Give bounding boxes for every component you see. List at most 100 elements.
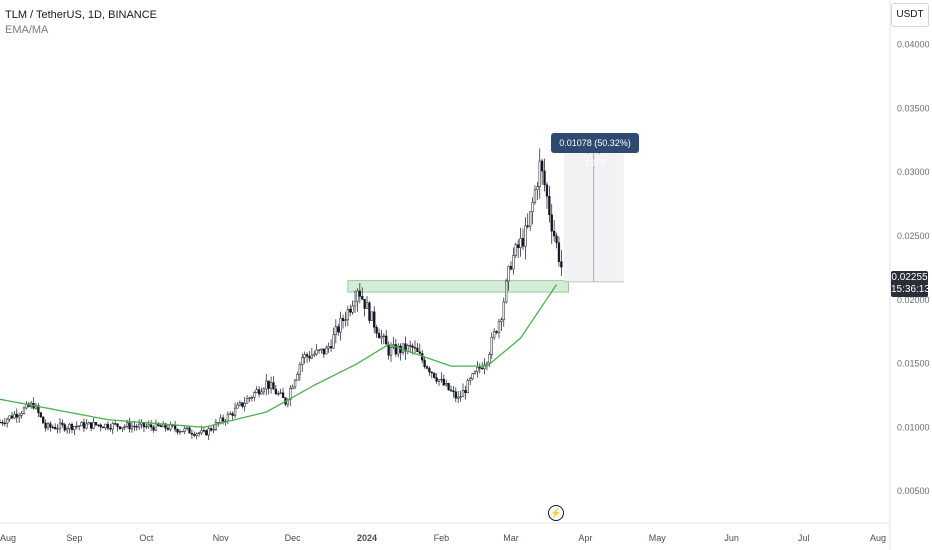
candle-body bbox=[296, 373, 299, 381]
candle-body bbox=[370, 311, 373, 321]
candle-body bbox=[231, 413, 234, 416]
candle-body bbox=[173, 425, 177, 430]
candle-body bbox=[272, 382, 275, 390]
candle-body bbox=[409, 345, 412, 347]
candle-body bbox=[346, 309, 349, 321]
candle-body bbox=[533, 189, 537, 203]
measure-box[interactable] bbox=[563, 143, 624, 283]
candle-body bbox=[260, 391, 263, 395]
candle-body bbox=[454, 391, 457, 399]
time-axis[interactable]: Aug Sep Oct Nov Dec 2024 Feb Mar Apr May Jun Jul Aug bbox=[0, 533, 886, 543]
candle-body bbox=[325, 347, 328, 355]
candle-body bbox=[149, 424, 153, 428]
candle-body bbox=[118, 426, 122, 430]
candle-body bbox=[327, 346, 330, 349]
candle-body bbox=[493, 331, 496, 338]
time-tick-label: Dec bbox=[285, 533, 302, 543]
candle-body bbox=[339, 318, 342, 333]
candle-body bbox=[257, 389, 261, 395]
candle-body bbox=[85, 423, 88, 429]
last-price-label: 0.02255 15:36:13 bbox=[891, 271, 930, 297]
candle-body bbox=[229, 413, 232, 415]
lightning-bolt-icon[interactable]: ⚡ bbox=[548, 505, 564, 521]
candle-body bbox=[262, 388, 266, 393]
candle-body bbox=[44, 422, 47, 429]
candle-body bbox=[428, 368, 431, 373]
candle-body bbox=[106, 423, 110, 429]
time-tick-label: Oct bbox=[139, 533, 154, 543]
candle-body bbox=[377, 332, 381, 339]
candle-body bbox=[464, 389, 467, 394]
candle-body bbox=[128, 422, 131, 430]
symbol-title[interactable]: TLM / TetherUS, 1D, BINANCE bbox=[5, 9, 158, 21]
candle-body bbox=[425, 366, 429, 369]
time-tick-label: Aug bbox=[0, 533, 16, 543]
candle-body bbox=[255, 389, 258, 393]
time-tick-label: Apr bbox=[578, 533, 592, 543]
candle-body bbox=[205, 430, 208, 436]
candle-body bbox=[133, 425, 136, 428]
candle-body bbox=[320, 348, 323, 351]
candle-body bbox=[185, 427, 189, 429]
candle-body bbox=[209, 428, 213, 431]
candle-body bbox=[13, 413, 16, 419]
candle-body bbox=[315, 349, 318, 355]
candle-body bbox=[248, 397, 251, 399]
candle-body bbox=[380, 336, 383, 339]
candle-body bbox=[51, 426, 54, 429]
candle-body bbox=[147, 424, 150, 427]
candle-body bbox=[142, 422, 146, 428]
candle-body bbox=[382, 335, 385, 337]
candle-body bbox=[277, 393, 280, 395]
currency-button[interactable]: USDT bbox=[891, 3, 929, 27]
candle-body bbox=[176, 428, 179, 433]
candle-body bbox=[188, 427, 191, 434]
candle-body bbox=[281, 392, 285, 398]
candle-body bbox=[529, 211, 532, 227]
candle-body bbox=[397, 345, 400, 355]
candle-body bbox=[308, 356, 311, 359]
candle-body bbox=[519, 238, 522, 248]
candle-body bbox=[1, 422, 4, 424]
support-zone[interactable] bbox=[347, 280, 569, 293]
candle-body bbox=[476, 367, 479, 372]
candle-body bbox=[452, 390, 455, 393]
candle-body bbox=[538, 160, 541, 187]
candle-body bbox=[301, 357, 304, 365]
candle-body bbox=[353, 300, 357, 307]
candle-body bbox=[56, 428, 59, 430]
candle-body bbox=[49, 423, 52, 428]
candle-body bbox=[181, 430, 184, 433]
indicator-label[interactable]: EMA/MA bbox=[5, 24, 49, 36]
candle-body bbox=[87, 422, 90, 425]
candle-body bbox=[329, 346, 333, 349]
candle-body bbox=[344, 319, 347, 322]
candle-body bbox=[109, 427, 112, 430]
time-tick-label: Aug bbox=[870, 533, 886, 543]
candle-body bbox=[267, 380, 270, 389]
candle-body bbox=[490, 336, 493, 355]
candle-body bbox=[375, 327, 378, 334]
candle-body bbox=[361, 296, 364, 300]
candle-body bbox=[75, 425, 78, 428]
candle-body bbox=[250, 397, 254, 399]
candle-body bbox=[221, 417, 225, 422]
candle-body bbox=[389, 347, 393, 356]
candle-body bbox=[488, 354, 491, 364]
candle-body bbox=[125, 422, 129, 427]
candle-body bbox=[322, 348, 326, 355]
candle-body bbox=[293, 379, 297, 388]
candle-body bbox=[466, 380, 469, 394]
candle-body bbox=[90, 422, 93, 429]
candle-body bbox=[289, 388, 292, 400]
candle-body bbox=[243, 402, 246, 407]
candle-body bbox=[82, 422, 86, 429]
price-axis[interactable]: 0.00500 0.01000 0.01500 0.02000 0.02500 0.030… bbox=[897, 40, 930, 496]
candle-body bbox=[97, 424, 100, 426]
candle-body bbox=[152, 426, 155, 431]
candle-body bbox=[471, 373, 474, 380]
support-zone-rect[interactable] bbox=[347, 280, 569, 293]
candle-body bbox=[404, 343, 407, 352]
candle-body bbox=[478, 367, 481, 369]
